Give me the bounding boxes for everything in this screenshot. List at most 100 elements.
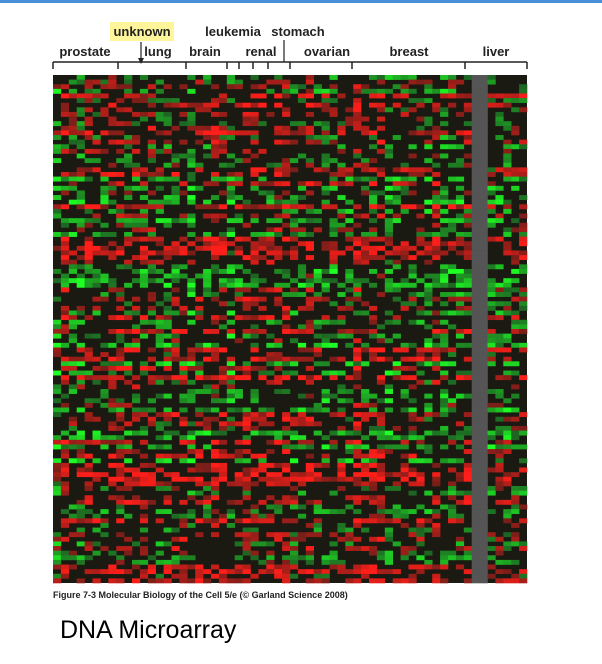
heatmap-cell [416, 130, 425, 136]
heatmap-cell [313, 273, 322, 279]
heatmap-cell [155, 329, 164, 334]
heatmap-cell [471, 259, 480, 265]
heatmap-cell [408, 573, 417, 579]
heatmap-cell [455, 282, 465, 288]
heatmap-cell [479, 305, 488, 311]
heatmap-cell [400, 472, 409, 478]
heatmap-cell [479, 287, 488, 293]
heatmap-cell [329, 259, 338, 265]
heatmap-cell [297, 227, 307, 233]
heatmap-cell [60, 365, 70, 371]
heatmap-cell [187, 356, 196, 362]
heatmap-cell [448, 513, 457, 519]
heatmap-cell [290, 204, 299, 210]
heatmap-cell [479, 130, 488, 136]
heatmap-cell [519, 324, 528, 330]
heatmap-cell [345, 375, 354, 381]
heatmap-cell [376, 453, 386, 459]
heatmap-cell [479, 199, 488, 205]
heatmap-cell [361, 329, 370, 334]
heatmap-cell [250, 365, 259, 371]
heatmap-cell [313, 135, 322, 140]
heatmap-cell [329, 218, 338, 224]
heatmap-cell [250, 84, 259, 90]
heatmap-cell [203, 278, 212, 284]
heatmap-cell [163, 453, 172, 459]
heatmap-cell [329, 564, 338, 570]
heatmap-cell [503, 167, 512, 173]
heatmap-cell [266, 449, 275, 454]
heatmap-cell [258, 476, 267, 482]
heatmap-cell [361, 546, 370, 551]
heatmap-cell [163, 430, 172, 436]
heatmap-cell [116, 204, 125, 210]
heatmap-cell [53, 407, 62, 413]
heatmap-cell [384, 536, 393, 542]
heatmap-cell [116, 148, 125, 154]
heatmap-cell [432, 130, 441, 136]
heatmap-cell [337, 130, 346, 136]
heatmap-cell [108, 356, 117, 362]
heatmap-cell [432, 333, 441, 339]
heatmap-cell [369, 495, 378, 501]
heatmap-cell [218, 250, 228, 256]
heatmap-cell [203, 79, 212, 85]
heatmap [53, 75, 528, 584]
heatmap-cell [290, 167, 299, 173]
heatmap-cell [440, 107, 449, 113]
heatmap-cell [503, 541, 512, 547]
heatmap-cell [432, 125, 441, 131]
heatmap-cell [408, 398, 417, 404]
heatmap-cell [416, 310, 425, 316]
heatmap-cell [290, 559, 299, 565]
heatmap-cell [187, 111, 196, 117]
heatmap-cell [345, 278, 354, 284]
heatmap-cell [53, 490, 62, 496]
heatmap-cell [369, 199, 378, 205]
heatmap-cell [234, 449, 243, 454]
heatmap-cell [100, 532, 109, 538]
heatmap-cell [132, 227, 141, 233]
heatmap-cell [479, 273, 488, 279]
heatmap-cell [274, 435, 283, 441]
heatmap-cell [100, 245, 109, 251]
heatmap-cell [313, 509, 322, 515]
heatmap-cell [503, 347, 512, 353]
heatmap-cell [503, 232, 512, 237]
heatmap-cell [179, 213, 188, 219]
heatmap-cell [369, 305, 378, 311]
heatmap-cell [305, 319, 314, 325]
heatmap-cell [416, 522, 425, 528]
heatmap-cell [226, 379, 235, 385]
heatmap-cell [68, 264, 77, 270]
heatmap-cell [455, 218, 465, 224]
heatmap-cell [290, 250, 299, 256]
heatmap-cell [479, 430, 488, 436]
heatmap-cell [463, 550, 472, 556]
heatmap-cell [53, 370, 62, 376]
heatmap-cell [290, 546, 299, 551]
heatmap-cell [116, 472, 125, 478]
heatmap-cell [392, 504, 401, 510]
heatmap-cell [384, 222, 393, 228]
heatmap-cell [400, 546, 409, 551]
heatmap-cell [440, 185, 449, 191]
heatmap-cell [218, 398, 228, 404]
heatmap-cell [345, 181, 354, 187]
heatmap-cell [487, 208, 496, 214]
heatmap-cell [463, 412, 472, 418]
heatmap-cell [353, 287, 362, 293]
heatmap-cell [179, 439, 188, 445]
heatmap-cell [53, 324, 62, 330]
heatmap-cell [76, 79, 85, 85]
heatmap-cell [147, 158, 156, 164]
heatmap-cell [179, 518, 188, 524]
heatmap-cell [132, 412, 141, 418]
heatmap-cell [68, 504, 77, 510]
heatmap-cell [440, 444, 449, 450]
heatmap-cell [479, 462, 488, 468]
heatmap-cell [76, 153, 85, 159]
heatmap-cell [266, 250, 275, 256]
heatmap-cell [250, 171, 259, 177]
heatmap-cell [463, 495, 472, 501]
